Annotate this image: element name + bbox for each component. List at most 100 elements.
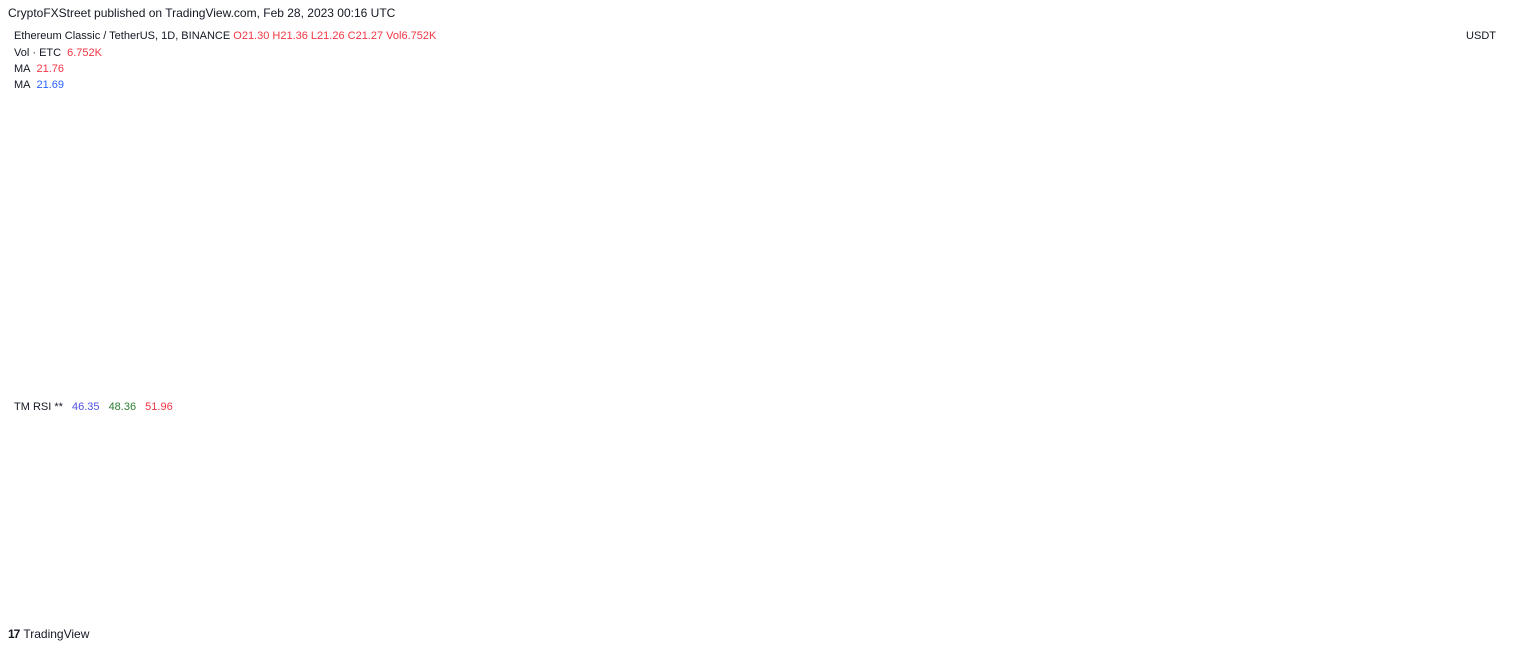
volume-bar [361, 372, 367, 390]
time-axis-label: 17 [1051, 601, 1063, 613]
candle-body [745, 159, 751, 166]
volume-bar [670, 354, 676, 390]
volume-bar [581, 354, 587, 390]
volume-bar [424, 342, 430, 390]
rsi-signal2-value: 51.96 [145, 401, 173, 413]
volume-bar [305, 372, 311, 390]
volume-bar [519, 354, 525, 390]
volume-bar [298, 366, 304, 390]
axes: 25.00 23.00 20.00 19.00 18.00 17.00 16.20 15.40… [62, 30, 1524, 620]
ma-slow-label: MA [14, 63, 31, 75]
time-axis-label: Dec [168, 601, 188, 613]
candle-body [311, 296, 317, 325]
volume-bar [248, 372, 254, 390]
time-axis-label: 15 [1231, 601, 1243, 613]
candle-body [179, 179, 185, 196]
candle-body [72, 170, 78, 199]
candle-body [462, 159, 468, 166]
candle-body [732, 165, 738, 177]
time-axis-label: Jun [1338, 601, 1356, 613]
volume-bar [607, 330, 613, 390]
candle-body [525, 129, 531, 136]
volume-bar [430, 336, 436, 390]
volume-bar [324, 366, 330, 390]
volume-bar [28, 342, 34, 390]
volume-bar [191, 378, 197, 390]
volume-bar [235, 372, 241, 390]
volume-bar [15, 366, 21, 390]
volume-bar [97, 366, 103, 390]
candle-body [135, 173, 141, 185]
rsi-axis-label: 80.00 [1484, 400, 1512, 412]
volume-bar [632, 360, 638, 390]
candle-body [210, 187, 216, 191]
volume-bar [600, 336, 606, 390]
candle-body [122, 165, 128, 191]
volume-bar [537, 354, 543, 390]
candle-body [594, 118, 600, 129]
candle-body [739, 159, 745, 166]
candle-body [223, 193, 229, 204]
candle-body [588, 118, 594, 129]
volume-bar [739, 366, 745, 390]
candle-body [405, 203, 411, 213]
volume-bar [122, 366, 128, 390]
rsi-legend[interactable]: TM RSI ** 46.35 48.36 51.96 [14, 401, 173, 413]
ma-fast-value: 21.69 [36, 79, 65, 91]
volume-bar [349, 372, 355, 390]
candle-body [336, 307, 342, 325]
currency-label[interactable]: USDT [1466, 30, 1496, 42]
candle-body [632, 167, 638, 177]
ma-fast-legend[interactable]: MA 21.69 [14, 79, 64, 91]
candle-body [78, 170, 84, 183]
candle-body [147, 193, 153, 204]
volume-bar [462, 348, 468, 390]
volume-bar [405, 336, 411, 390]
candle-body [305, 303, 311, 325]
volume-bar [336, 372, 342, 390]
volume-bar [720, 336, 726, 390]
volume-bar [147, 372, 153, 390]
volume-bar [468, 354, 474, 390]
volume-bar [292, 372, 298, 390]
candle-body [537, 128, 543, 150]
volume-bar [745, 372, 751, 390]
volume-bar [160, 372, 166, 390]
volume-bar [129, 372, 135, 390]
volume-bar [657, 366, 663, 390]
volume-bar [500, 360, 506, 390]
candle-body [512, 138, 518, 146]
top-band [7, 40, 1461, 51]
volume-bar [368, 372, 374, 390]
volume-bar [217, 372, 223, 390]
volume-bar [135, 366, 141, 390]
candle-body [160, 170, 166, 188]
candle-body [34, 190, 40, 225]
volume-legend[interactable]: Vol · ETC 6.752K [14, 47, 102, 59]
price-axis-label: 19.00 [1484, 226, 1512, 238]
volume-bar [34, 300, 40, 390]
volume-bar [286, 372, 292, 390]
volume-bar [512, 360, 518, 390]
volume-bar [682, 360, 688, 390]
volume-bar [456, 342, 462, 390]
candle-body [550, 135, 556, 157]
time-axis-label: May [1137, 601, 1158, 613]
footer-brand[interactable]: 17 TradingView [8, 627, 89, 641]
volume-bar [22, 354, 28, 390]
time-axis-label: 16 [466, 601, 478, 613]
volume-bar [714, 354, 720, 390]
candle-body [286, 243, 292, 314]
time-axis-label: Feb [566, 601, 585, 613]
fib-level-label: 0(25.04) [1411, 61, 1452, 73]
candle-body [676, 156, 682, 160]
ma-slow-legend[interactable]: MA 21.76 [14, 63, 64, 75]
volume-bar [261, 366, 267, 390]
time-axis-label: 13 [646, 601, 658, 613]
symbol-legend[interactable]: Ethereum Classic / TetherUS, 1D, BINANCE… [14, 30, 436, 42]
volume-bar [481, 354, 487, 390]
volume-bar [569, 360, 575, 390]
ma-fast-label: MA [14, 79, 31, 91]
volume-bar [487, 360, 493, 390]
